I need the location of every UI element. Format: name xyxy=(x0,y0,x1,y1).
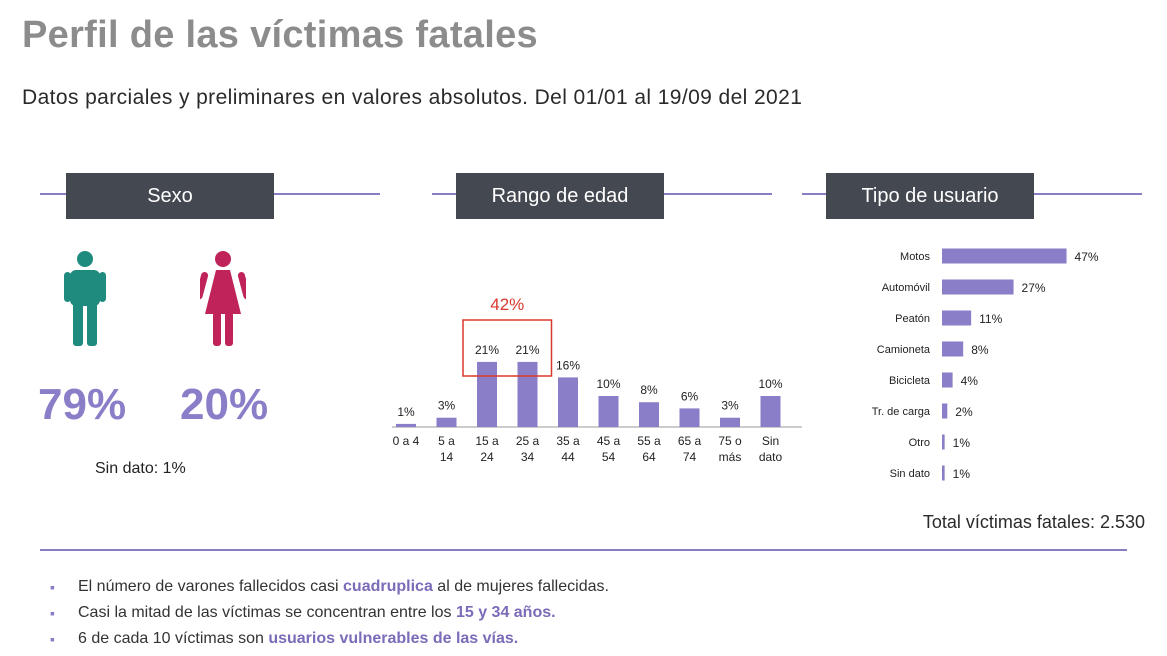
age-tick-label: 64 xyxy=(642,450,656,464)
key-findings-list: ▪ El número de varones fallecidos casi cu… xyxy=(50,574,609,652)
user-tick-label: Tr. de carga xyxy=(872,406,931,418)
bullet-marker: ▪ xyxy=(50,605,55,621)
age-bar-label: 8% xyxy=(640,383,658,397)
finding-text: Casi la mitad de las víctimas se concent… xyxy=(78,604,456,621)
male-percentage: 79% xyxy=(38,380,127,429)
page-subtitle: Datos parciales y preliminares en valore… xyxy=(22,86,803,109)
sexo-sin-dato: Sin dato: 1% xyxy=(95,460,186,477)
section-header-sexo: Sexo xyxy=(66,173,274,219)
user-bar xyxy=(942,310,972,326)
age-bar-label: 6% xyxy=(681,389,699,403)
age-bar-label: 3% xyxy=(438,399,456,413)
bottom-divider xyxy=(40,549,1127,551)
user-bar xyxy=(942,434,945,450)
age-bar xyxy=(436,417,457,427)
bullet-marker: ▪ xyxy=(50,579,55,595)
highlight-label: 42% xyxy=(490,295,524,314)
user-bar-label: 1% xyxy=(953,467,971,481)
age-tick-label: dato xyxy=(759,450,783,464)
age-tick-label: 24 xyxy=(480,450,494,464)
age-tick-label: 55 a xyxy=(637,434,661,448)
finding-highlight: usuarios vulnerables de las vías. xyxy=(268,630,519,647)
age-tick-label: 15 a xyxy=(475,434,499,448)
section-header-tipo: Tipo de usuario xyxy=(826,173,1034,219)
user-type-chart: Motos 47% Automóvil 27% Peatón 11% Camioneta 8%… xyxy=(872,248,1099,481)
age-bar-label: 1% xyxy=(397,405,415,419)
age-tick-label: 74 xyxy=(683,450,697,464)
user-tick-label: Sin dato xyxy=(890,468,930,480)
male-person-icon xyxy=(64,251,106,346)
user-tick-label: Automóvil xyxy=(882,282,930,294)
age-tick-label: 25 a xyxy=(516,434,540,448)
age-bar xyxy=(760,396,781,427)
age-bar-label: 21% xyxy=(475,343,499,357)
age-tick-label: 54 xyxy=(602,450,616,464)
user-bar-label: 11% xyxy=(979,312,1002,326)
user-bar-label: 47% xyxy=(1075,250,1099,264)
user-bar xyxy=(942,279,1014,295)
highlight-box xyxy=(462,319,553,377)
age-bar-label: 16% xyxy=(556,358,580,372)
finding-item: ▪ Casi la mitad de las víctimas se concen… xyxy=(50,600,609,626)
age-tick-label: 34 xyxy=(521,450,535,464)
age-bar xyxy=(396,423,416,427)
age-tick-label: 75 o xyxy=(718,434,742,448)
user-bar xyxy=(942,372,953,388)
user-bar-label: 8% xyxy=(971,343,989,357)
finding-item: ▪ El número de varones fallecidos casi cu… xyxy=(50,574,609,600)
age-tick-label: 0 a 4 xyxy=(393,434,420,448)
age-tick-label: 5 a xyxy=(438,434,455,448)
user-tick-label: Peatón xyxy=(895,313,930,325)
age-bar xyxy=(639,402,659,427)
user-bar xyxy=(942,248,1067,264)
user-bar xyxy=(942,465,945,481)
user-bar-label: 4% xyxy=(961,374,979,388)
age-bar-label: 21% xyxy=(515,343,539,357)
finding-text: El número de varones fallecidos casi xyxy=(78,578,344,595)
user-bar-label: 2% xyxy=(955,405,973,419)
user-tick-label: Otro xyxy=(909,437,930,449)
age-tick-label: 35 a xyxy=(556,434,580,448)
age-tick-label: 14 xyxy=(440,450,454,464)
age-bar xyxy=(598,396,619,427)
finding-item: ▪ 6 de cada 10 víctimas son usuarios vuln… xyxy=(50,626,609,652)
age-tick-label: 44 xyxy=(561,450,575,464)
user-tick-label: Motos xyxy=(900,251,930,263)
age-tick-label: 45 a xyxy=(597,434,621,448)
user-tick-label: Bicicleta xyxy=(889,375,931,387)
finding-highlight: cuadruplica xyxy=(343,578,433,595)
finding-highlight: 15 y 34 años. xyxy=(455,604,556,621)
age-bar-label: 10% xyxy=(758,377,782,391)
female-person-icon xyxy=(200,251,246,346)
bullet-marker: ▪ xyxy=(50,631,55,647)
age-bar-label: 3% xyxy=(721,399,739,413)
age-tick-label: más xyxy=(719,450,742,464)
user-bar-label: 1% xyxy=(953,436,971,450)
age-bar-label: 10% xyxy=(596,377,620,391)
age-bar xyxy=(477,361,497,427)
female-percentage: 20% xyxy=(180,380,269,429)
finding-text: al de mujeres fallecidas. xyxy=(432,578,609,595)
age-bar xyxy=(720,417,740,427)
user-bar-label: 27% xyxy=(1022,281,1046,295)
total-victims: Total víctimas fatales: 2.530 xyxy=(922,512,1145,532)
age-range-chart: 1% 0 a 4 3% 5 a 14 21% 15 a 24 21% 25 a 34 16% 35 a 4… xyxy=(392,295,802,464)
age-tick-label: 65 a xyxy=(678,434,702,448)
section-header-rango: Rango de edad xyxy=(456,173,664,219)
user-tick-label: Camioneta xyxy=(877,344,931,356)
age-tick-label: Sin xyxy=(762,434,779,448)
age-bar xyxy=(679,408,700,427)
user-bar xyxy=(942,341,964,357)
age-bar xyxy=(517,361,538,427)
finding-text: 6 de cada 10 víctimas son xyxy=(78,630,269,647)
user-bar xyxy=(942,403,948,419)
age-bar xyxy=(558,377,578,427)
page-title: Perfil de las víctimas fatales xyxy=(22,14,538,56)
